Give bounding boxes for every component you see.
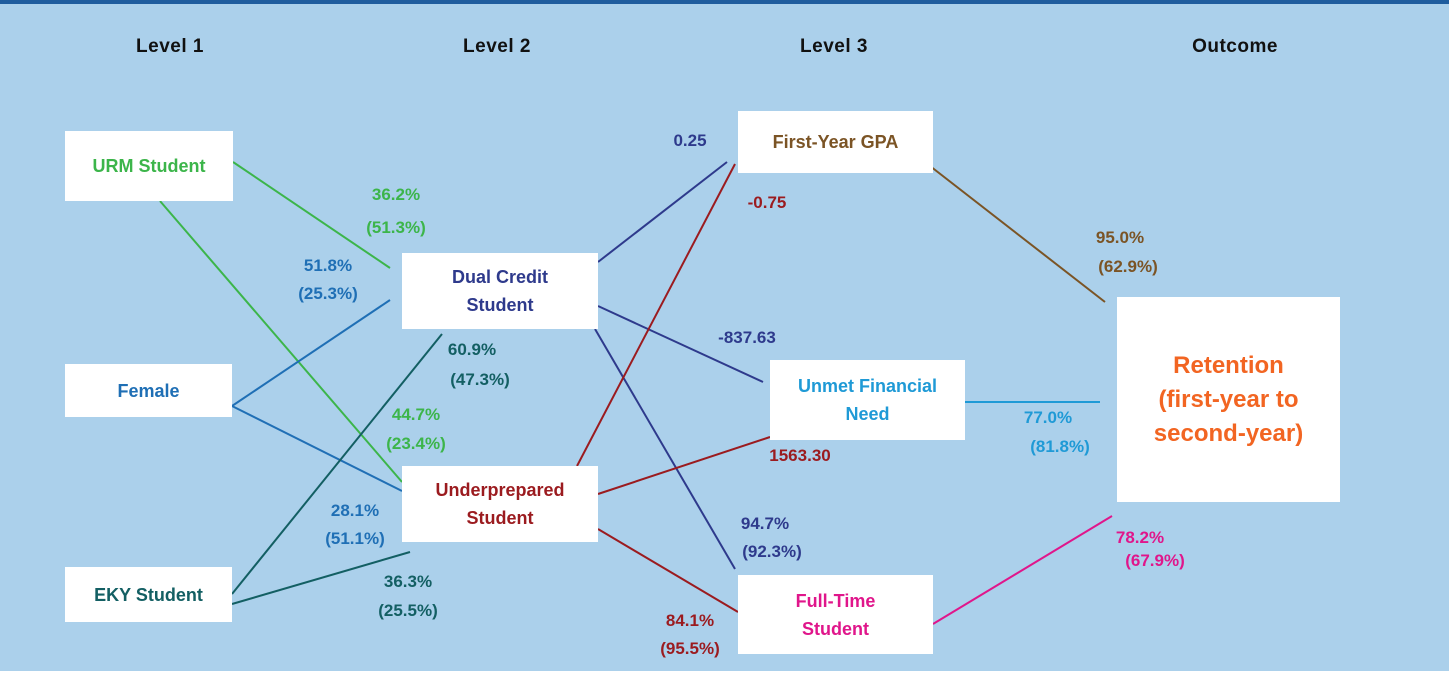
edge-label: (51.1%) (325, 529, 385, 548)
edge-label: (51.3%) (366, 218, 426, 237)
edge-label: -0.75 (747, 193, 787, 212)
level-header: Level 2 (463, 36, 531, 57)
connector (932, 515, 1113, 625)
node-label: Dual Credit (451, 267, 548, 287)
edge-label: 77.0% (1023, 408, 1073, 427)
node-label: EKY Student (94, 584, 203, 605)
node-label: Need (845, 404, 890, 424)
level-header: Level 3 (800, 36, 868, 57)
node-label: Underprepared (435, 480, 565, 500)
connector (232, 161, 391, 269)
node-label: First-Year GPA (772, 132, 899, 152)
level-header: Outcome (1192, 36, 1278, 57)
edge-label: 78.2% (1115, 528, 1165, 547)
connector (929, 165, 1106, 303)
edge-label: 95.0% (1095, 228, 1145, 247)
node-label: second-year) (1153, 419, 1304, 447)
connector (597, 528, 739, 613)
connectors (159, 161, 1113, 625)
node-label: Retention (1173, 351, 1284, 379)
connector (231, 551, 411, 605)
connector (594, 328, 736, 570)
node-label: Student (466, 295, 534, 315)
edge-label: (23.4%) (386, 434, 446, 453)
level-header: Level 1 (136, 36, 204, 57)
edge-label: (67.9%) (1125, 551, 1185, 570)
connector (159, 200, 403, 483)
edge-label: 28.1% (330, 501, 380, 520)
node: Retention (first-year to second-year) (1117, 297, 1340, 502)
node: URM Student (65, 131, 233, 201)
edge-label: 84.1% (665, 611, 715, 630)
connector (597, 305, 764, 383)
edge-label: 94.7% (740, 514, 790, 533)
node: Underprepared Student (402, 466, 598, 542)
node-label: Full-Time (795, 590, 876, 611)
edge-label: 1563.30 (769, 446, 831, 465)
connector (597, 436, 771, 495)
node-label: Unmet Financial (797, 376, 938, 396)
edge-label: 60.9% (447, 340, 497, 359)
edge-label: 44.7% (391, 405, 441, 424)
edge-label: 51.8% (303, 256, 353, 275)
edge-label: 36.3% (383, 572, 433, 591)
node: EKY Student (65, 567, 232, 622)
connector (231, 299, 391, 407)
node-label: URM Student (92, 156, 206, 176)
node: First-Year GPA (738, 111, 933, 173)
connector (231, 333, 443, 595)
node: Female (65, 364, 232, 417)
edge-label: 0.25 (673, 131, 707, 150)
node-label: Female (117, 380, 180, 401)
edge-label: (81.8%) (1030, 437, 1090, 456)
node-label: Student (802, 618, 869, 639)
connector (597, 161, 728, 263)
node: Full-Time Student (738, 575, 933, 654)
edge-label: (47.3%) (450, 370, 510, 389)
node: Unmet Financial Need (770, 360, 965, 440)
edge-label: (25.5%) (378, 601, 438, 620)
edge-label: (25.3%) (298, 284, 358, 303)
node: Dual Credit Student (402, 253, 598, 329)
edge-label: -837.63 (718, 328, 776, 347)
edge-label: (62.9%) (1098, 257, 1158, 276)
edge-label: (92.3%) (742, 542, 802, 561)
edge-label: (95.5%) (660, 639, 720, 658)
connector (231, 405, 403, 492)
connector (576, 163, 736, 467)
node-label: (first-year to (1158, 385, 1299, 413)
edge-label: 36.2% (371, 185, 421, 204)
node-label: Student (466, 508, 534, 528)
